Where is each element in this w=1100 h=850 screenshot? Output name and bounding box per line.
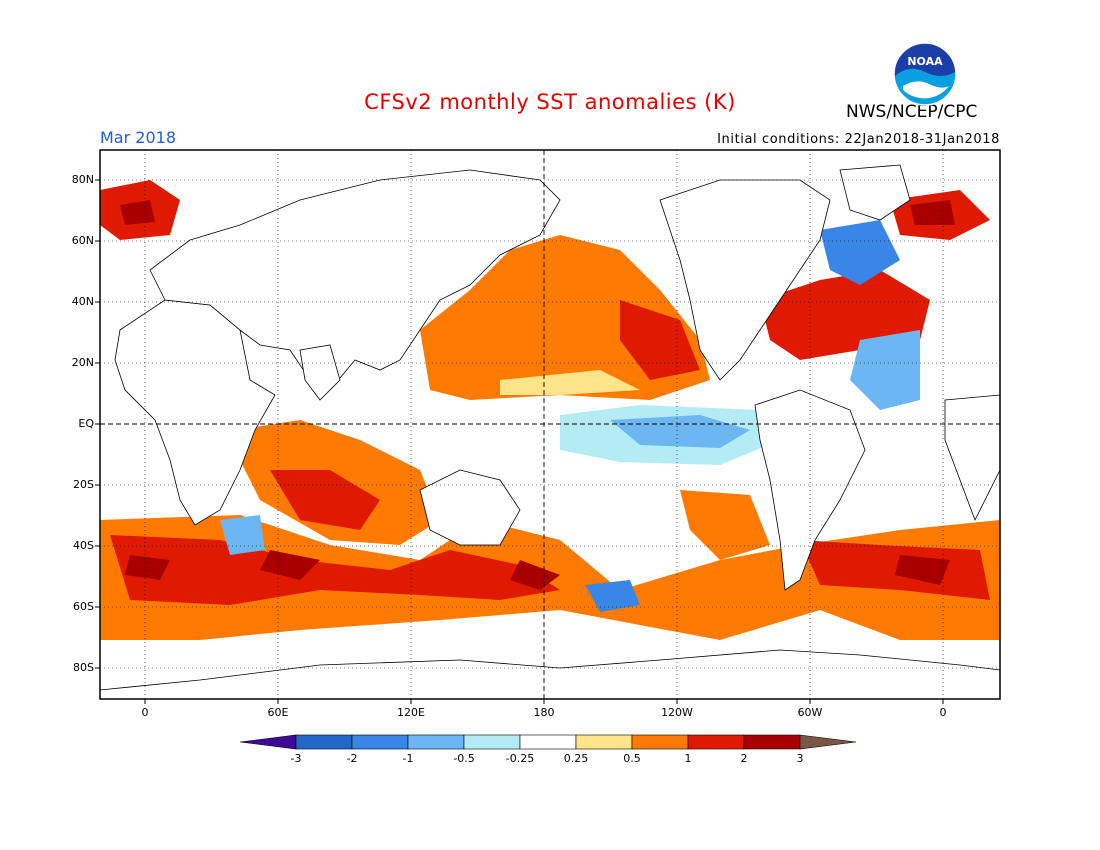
lat-label: 80S — [73, 661, 94, 674]
lat-label: EQ — [78, 417, 94, 430]
colorbar-tick-label: -2 — [346, 752, 358, 765]
colorbar-segment — [407, 734, 465, 750]
colorbar-segment — [799, 734, 857, 750]
cool-region — [820, 220, 900, 285]
warm-region — [910, 200, 955, 225]
colorbar-segment — [351, 734, 409, 750]
colorbar — [239, 734, 857, 750]
colorbar-segment — [463, 734, 521, 750]
lat-label: 60N — [71, 234, 94, 247]
logo-text: NOAA — [907, 55, 943, 68]
cool-region — [585, 580, 640, 612]
lon-label: 0 — [141, 706, 149, 719]
continent-eurasia — [149, 169, 561, 391]
continent-australia — [419, 469, 521, 546]
cool-region — [220, 515, 265, 555]
lon-label: 180 — [533, 706, 555, 719]
warm-region — [620, 300, 700, 380]
lat-label: 20S — [73, 478, 94, 491]
anomaly-field — [100, 180, 1000, 640]
lon-label: 120E — [397, 706, 425, 719]
axis-ticks — [95, 179, 944, 704]
initial-conditions: Initial conditions: 22Jan2018-31Jan2018 — [717, 132, 1000, 147]
warm-region — [125, 550, 950, 590]
continent-north-america — [659, 179, 831, 381]
colorbar-tick-label: 0.25 — [563, 752, 589, 765]
colorbar-tick-label: -0.5 — [453, 752, 475, 765]
colorbar-tick-label: 0.5 — [623, 752, 641, 765]
colorbar-segment — [295, 734, 353, 750]
continent-antarctica — [100, 649, 1000, 699]
colorbar-tick-label: -3 — [290, 752, 302, 765]
colorbar-segment — [239, 734, 297, 750]
colorbar-segment — [687, 734, 745, 750]
lat-label: 80N — [71, 173, 94, 186]
forecast-period: Mar 2018 — [100, 128, 176, 147]
colorbar-segment — [743, 734, 801, 750]
agency-label: NWS/NCEP/CPC — [846, 102, 978, 122]
colorbar-tick-label: 2 — [740, 752, 748, 765]
continent-greenland — [839, 164, 911, 221]
lat-label: 20N — [71, 356, 94, 369]
lat-label: 40S — [73, 539, 94, 552]
colorbar-segment — [519, 734, 577, 750]
warm-region — [800, 540, 990, 600]
noaa-logo-icon: NOAA — [893, 42, 957, 106]
colorbar-segment — [631, 734, 689, 750]
warm-region — [120, 200, 155, 225]
map-title: CFSv2 monthly SST anomalies (K) — [364, 90, 736, 114]
cool-region — [610, 415, 750, 448]
colorbar-segment — [575, 734, 633, 750]
lon-label: 120W — [661, 706, 693, 719]
lon-label: 60E — [267, 706, 289, 719]
lon-label: 60W — [797, 706, 823, 719]
lon-label: 0 — [939, 706, 947, 719]
colorbar-tick-label: 1 — [684, 752, 692, 765]
warm-region — [110, 535, 560, 605]
colorbar-tick-label: -0.25 — [505, 752, 535, 765]
colorbar-tick-label: -1 — [402, 752, 414, 765]
cool-region — [850, 330, 920, 410]
lat-label: 60S — [73, 600, 94, 613]
lat-label: 40N — [71, 295, 94, 308]
warm-region — [680, 490, 770, 560]
continent-india — [299, 344, 341, 401]
colorbar-tick-label: 3 — [796, 752, 804, 765]
continents — [100, 164, 1000, 699]
warm-region — [500, 370, 640, 395]
continent-africa-edge — [944, 394, 1000, 521]
